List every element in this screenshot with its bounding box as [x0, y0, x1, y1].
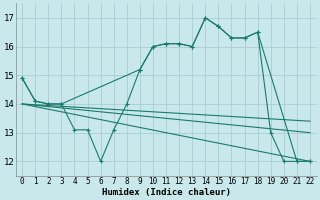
- X-axis label: Humidex (Indice chaleur): Humidex (Indice chaleur): [101, 188, 231, 197]
